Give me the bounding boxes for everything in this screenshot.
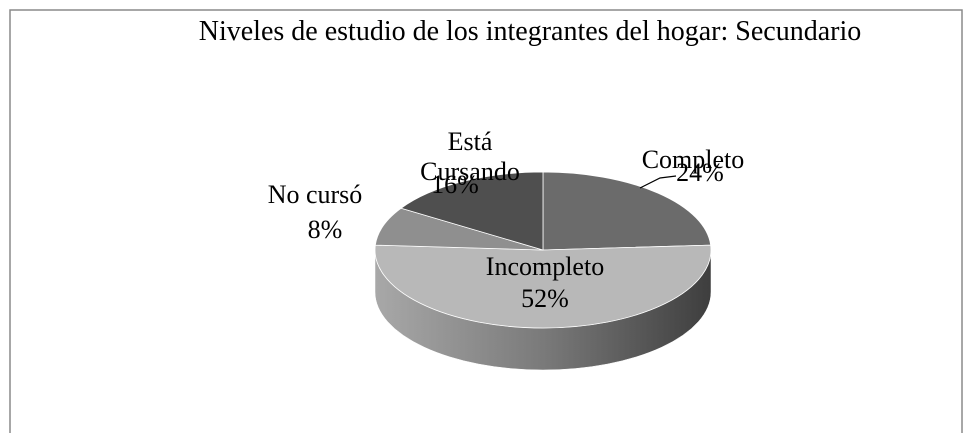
- category-label: Incompleto: [485, 252, 605, 281]
- value-label: 8%: [307, 215, 343, 244]
- category-label: Completo: [641, 145, 745, 174]
- category-label: Está Cursando: [420, 127, 520, 186]
- pie-slice: [400, 171, 544, 251]
- value-label: 52%: [521, 284, 569, 313]
- chart-border: [9, 9, 963, 433]
- category-label: No cursó: [267, 180, 363, 209]
- pie-slice: [542, 171, 712, 251]
- leader-line: [639, 175, 677, 189]
- pie-slice: [374, 244, 712, 329]
- value-label: 16%: [431, 170, 479, 199]
- chart-title: Niveles de estudio de los integrantes de…: [198, 16, 862, 47]
- value-label: 24%: [676, 158, 724, 187]
